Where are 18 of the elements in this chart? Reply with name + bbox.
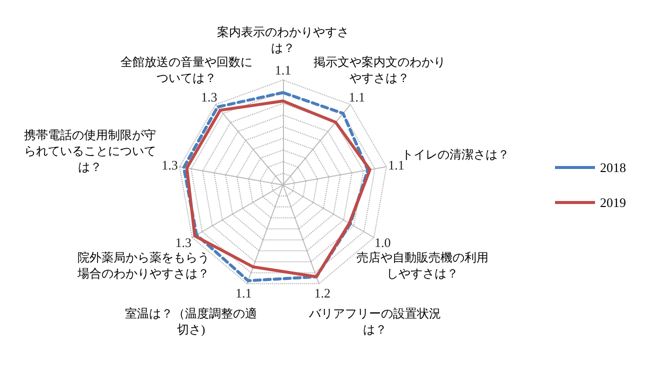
spoke-label: 携帯電話の使用制限が守られていることについては？: [24, 128, 156, 174]
text: 1.1: [274, 62, 292, 78]
spoke-label: 院外薬局から薬をもらう場合のわかりやすさは？: [76, 250, 210, 280]
text: 1.3: [175, 235, 192, 250]
spoke-label: バリアフリーの設置状況は？: [308, 306, 441, 337]
text: 1.3: [200, 89, 218, 104]
spoke-label: 掲示文や案内文のわかりやすさは？: [313, 55, 446, 86]
legend-label: 2019: [600, 195, 626, 210]
spoke-label: 案内表示のわかりやすさは？: [217, 25, 349, 55]
spoke-label: 室温は？（温度調整の適切さ): [125, 306, 258, 337]
text: 1.1: [236, 286, 252, 301]
legend-label: 2018: [600, 160, 626, 175]
text: 1.3: [162, 158, 178, 173]
text: 1.0: [374, 235, 391, 250]
spoke-label: 全館放送の音量や回数については？: [120, 55, 253, 86]
text: 1.2: [314, 286, 330, 301]
text: 1.1: [348, 89, 366, 104]
spoke-label: 売店や自動販売機の利用しやすさは？: [356, 250, 488, 280]
